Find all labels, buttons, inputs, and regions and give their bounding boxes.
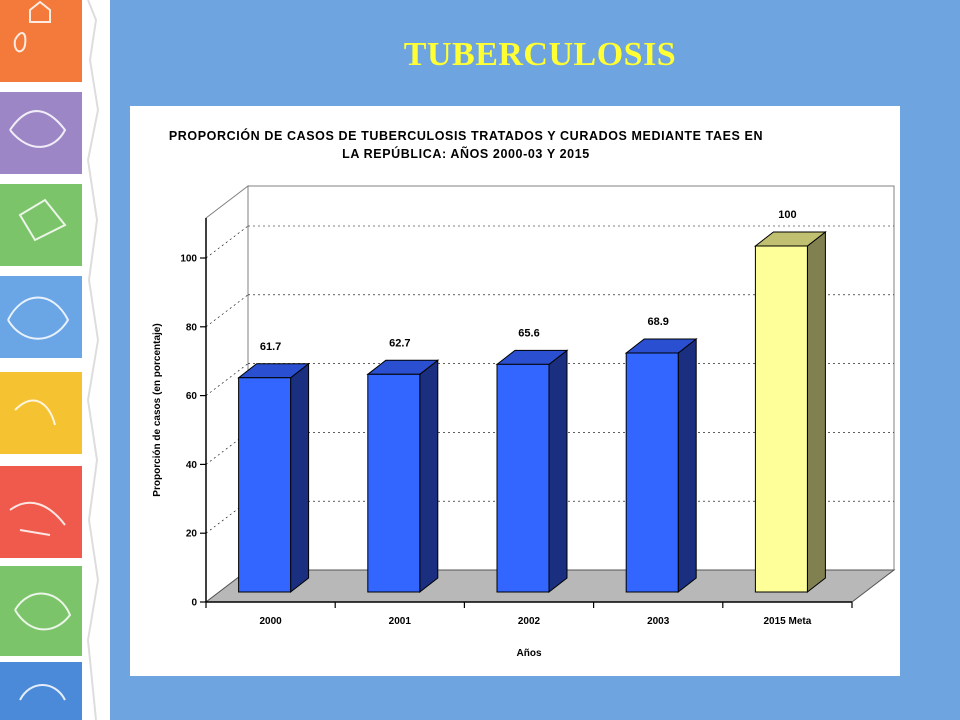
bar — [754, 245, 808, 593]
decorative-sidebar — [0, 0, 110, 720]
bar — [625, 352, 679, 593]
bar-side — [548, 349, 568, 594]
bar — [496, 363, 550, 593]
sidebar-tile-red — [0, 466, 82, 558]
sidebar-tile-orange — [0, 0, 82, 82]
chart-title-line-1: PROPORCIÓN DE CASOS DE TUBERCULOSIS TRAT… — [169, 128, 763, 143]
grid-line-side — [205, 432, 249, 465]
x-tick-label: 2000 — [259, 616, 282, 627]
data-label: 100 — [778, 209, 796, 221]
y-tick-label: 80 — [186, 322, 198, 333]
slide-title: TUBERCULOSIS — [403, 36, 677, 73]
y-tick-label: 60 — [186, 391, 198, 402]
x-tick-label: 2001 — [389, 616, 412, 627]
y-tick-label: 100 — [180, 254, 197, 265]
x-tick-label: 2003 — [647, 616, 670, 627]
x-tick-label: 2015 Meta — [763, 616, 811, 627]
grid-line-side — [205, 294, 249, 328]
bar-side — [677, 337, 697, 594]
bar-side — [290, 362, 310, 594]
data-label: 65.6 — [518, 327, 539, 339]
bar-side — [806, 230, 826, 594]
x-axis-title: Años — [517, 648, 542, 659]
bar — [367, 373, 421, 593]
bar — [238, 377, 292, 593]
sidebar-tile-yellow — [0, 372, 82, 454]
data-label: 68.9 — [647, 316, 668, 328]
grid-line-side — [205, 363, 249, 396]
x-tick-label: 2002 — [518, 616, 541, 627]
sidebar-tile-green — [0, 184, 82, 266]
chart-panel: PROPORCIÓN DE CASOS DE TUBERCULOSIS TRAT… — [130, 106, 900, 676]
data-label: 62.7 — [389, 337, 410, 349]
y-tick-label: 40 — [186, 460, 198, 471]
y-tick-label: 0 — [191, 598, 197, 609]
y-axis-title: Proporción de casos (en porcentaje) — [152, 323, 163, 496]
y-tick-label: 20 — [186, 529, 198, 540]
chart-title-line-2: LA REPÚBLICA: AÑOS 2000-03 Y 2015 — [342, 146, 590, 161]
bar-side — [419, 359, 439, 594]
sidebar-tile-blue — [0, 276, 82, 358]
sidebar-tile-green-2 — [0, 566, 82, 656]
sidebar-tile-blue-2 — [0, 662, 82, 720]
grid-line-side — [205, 225, 249, 259]
bar-chart: PROPORCIÓN DE CASOS DE TUBERCULOSIS TRAT… — [152, 128, 896, 659]
data-label: 61.7 — [260, 341, 281, 353]
grid-line-side — [205, 500, 249, 534]
